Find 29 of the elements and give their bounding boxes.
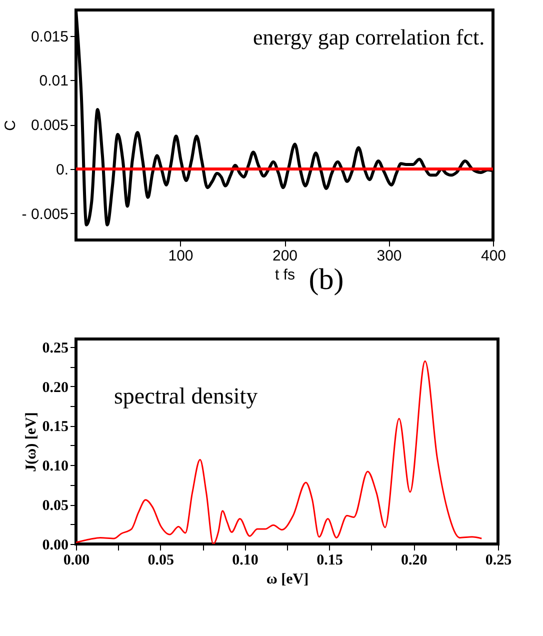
- y-tick-label: 0.10: [42, 458, 68, 475]
- text: energy gap correlation fct.: [252, 24, 485, 50]
- x-tick-label: 0.10: [232, 552, 258, 568]
- y-tick-label: 0.20: [42, 380, 68, 396]
- y-tick-label: - 0.005: [22, 206, 68, 223]
- x-tick-label: 0.15: [316, 552, 343, 568]
- y-tick-label: 0.25: [42, 340, 68, 356]
- x-tick-label: 0.05: [148, 552, 174, 568]
- x-tick-label: 0.20: [400, 552, 428, 568]
- y-axis-title: C: [2, 120, 19, 131]
- y-tick-label: 0.015: [30, 28, 68, 46]
- y-tick-label: 0.00: [42, 538, 68, 554]
- x-tick-label: 200: [272, 248, 298, 264]
- x-axis-title: ω [eV]: [266, 572, 309, 588]
- x-tick-label: 100: [168, 248, 194, 264]
- y-tick-label: 0.: [56, 161, 68, 178]
- text: spectral density: [114, 383, 258, 408]
- line-series: [76, 360, 482, 544]
- x-axis-title: t fs: [274, 266, 296, 284]
- y-tick-label: 0.01: [39, 72, 68, 90]
- x-tick-label: 0.00: [63, 552, 90, 568]
- x-tick-label: 0.25: [485, 552, 512, 568]
- x-tick-label: 400: [480, 248, 506, 264]
- y-tick-label: 0.15: [42, 419, 68, 436]
- x-tick-label: 300: [376, 248, 402, 264]
- text: (b): [308, 263, 344, 296]
- y-tick-label: 0.005: [30, 117, 68, 134]
- y-tick-label: 0.05: [42, 498, 68, 514]
- y-axis-title: J(ω) [eV]: [23, 412, 40, 472]
